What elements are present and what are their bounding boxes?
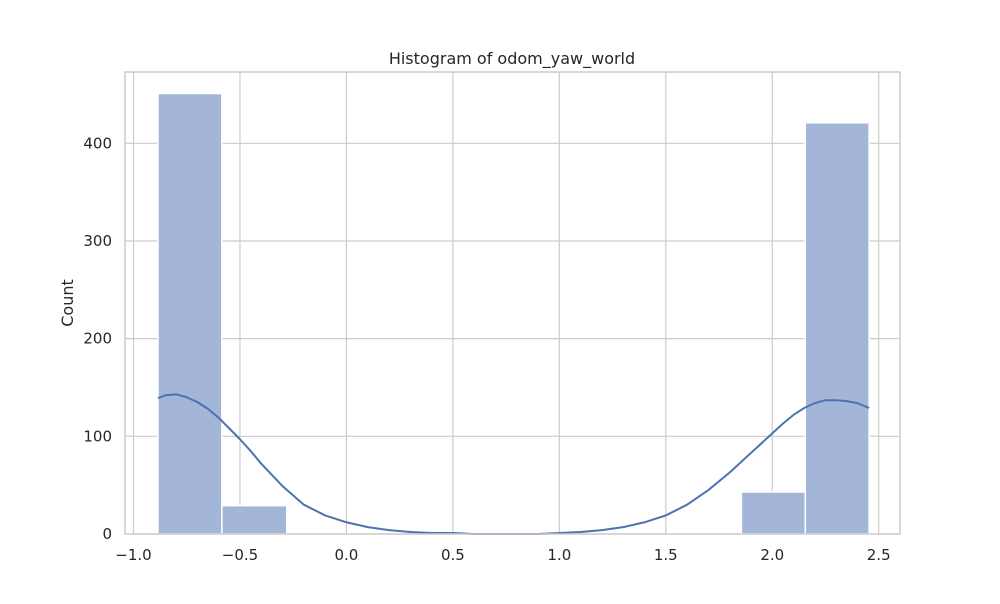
plot-frame: [124, 71, 901, 535]
grid-layer: [125, 72, 900, 535]
x-tick-label: 2.0: [760, 546, 784, 564]
y-tick-label: 100: [83, 427, 112, 445]
x-tick-label: −1.0: [115, 546, 151, 564]
x-tick-label: 0.5: [441, 546, 465, 564]
x-tick-label: 0.0: [334, 546, 358, 564]
bars-layer: [157, 92, 870, 535]
x-tick-label: 1.0: [547, 546, 571, 564]
y-tick-label: 200: [83, 330, 112, 348]
frame-layer: [124, 71, 901, 535]
y-tick-label: 400: [83, 134, 112, 152]
x-tick-label: −0.5: [222, 546, 258, 564]
y-tick-label: 0: [102, 525, 112, 543]
x-tick-label: 2.5: [867, 546, 891, 564]
histogram-bar: [740, 491, 807, 535]
histogram-bar: [804, 122, 870, 535]
histogram-bar: [221, 504, 288, 535]
y-ticks-layer: 0 100 200 300 400: [83, 134, 112, 543]
y-tick-label: 300: [83, 232, 112, 250]
histogram-bar: [157, 92, 223, 535]
x-tick-label: 1.5: [654, 546, 678, 564]
y-axis-label: Count: [58, 279, 77, 327]
x-ticks-layer: −1.0 −0.5 0.0 0.5 1.0 1.5 2.0 2.5: [115, 546, 890, 564]
chart-title: Histogram of odom_yaw_world: [389, 49, 635, 69]
